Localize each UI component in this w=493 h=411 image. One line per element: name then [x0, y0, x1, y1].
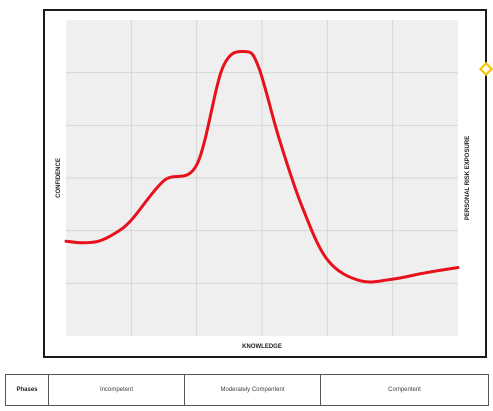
phase-cell-competent: Compentent — [321, 375, 489, 406]
y-axis-label: CONFIDENCE — [56, 158, 62, 198]
phases-header-cell: Phases — [6, 375, 49, 406]
phase-cell-moderately-competent: Moderately Compentent — [185, 375, 321, 406]
x-axis-label: KNOWLEDGE — [242, 344, 282, 350]
table-row: Phases Incompetent Moderately Compentent… — [6, 375, 489, 406]
phases-table: Phases Incompetent Moderately Compentent… — [5, 374, 489, 406]
phase-cell-incompetent: Incompetent — [49, 375, 185, 406]
y2-axis-label: PERSONAL RISK EXPOSURE — [465, 136, 471, 220]
